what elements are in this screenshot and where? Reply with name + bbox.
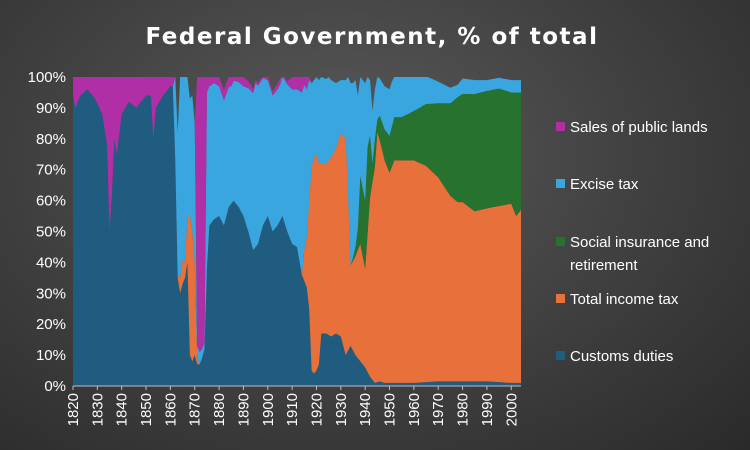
plot-areas	[73, 77, 521, 387]
x-tick-label: 1910	[284, 393, 301, 426]
legend-swatch	[556, 294, 565, 303]
y-tick-label: 70%	[36, 162, 66, 179]
x-tick-label: 1870	[187, 393, 204, 426]
x-tick-label: 2000	[503, 393, 520, 426]
legend-swatch	[556, 237, 565, 246]
x-tick-label: 1960	[406, 393, 423, 426]
y-tick-label: 100%	[28, 69, 66, 86]
y-tick-label: 50%	[36, 224, 66, 241]
chart-title: Federal Government, % of total	[146, 24, 599, 50]
axes: 0% 10% 20% 30% 40% 50% 60% 70% 80% 90% 100% 1820 183…	[28, 69, 521, 426]
legend-item-sales-of-public-lands: Sales of public lands	[556, 119, 708, 136]
area-customs-duties	[73, 86, 521, 387]
legend-label: Excise tax	[570, 176, 639, 193]
x-tick-label: 1930	[333, 393, 350, 426]
legend-label: Total income tax	[570, 291, 679, 308]
legend-item-customs-duties: Customs duties	[556, 348, 673, 365]
y-tick-label: 80%	[36, 131, 66, 148]
x-tick-label: 1830	[89, 393, 106, 426]
legend-item-total-income-tax: Total income tax	[556, 291, 679, 308]
legend-item-excise-tax: Excise tax	[556, 176, 639, 193]
legend-label: Social insurance and retirement	[570, 234, 709, 274]
legend: Sales of public lands Excise tax Social in…	[556, 119, 709, 365]
x-tick-label: 1850	[138, 393, 155, 426]
area-excise-tax	[73, 77, 521, 365]
y-tick-label: 20%	[36, 316, 66, 333]
y-tick-label: 10%	[36, 347, 66, 364]
x-tick-label: 1860	[162, 393, 179, 426]
x-tick-label: 1820	[65, 393, 82, 426]
x-tick-label: 1990	[479, 393, 496, 426]
area-sales-of-public-lands	[73, 77, 521, 353]
x-tick-label: 1840	[114, 393, 131, 426]
legend-label: Customs duties	[570, 348, 673, 365]
x-tick-label: 1900	[260, 393, 277, 426]
x-tick-label: 1970	[430, 393, 447, 426]
y-tick-label: 0%	[44, 378, 66, 395]
y-tick-label: 90%	[36, 100, 66, 117]
y-tick-label: 30%	[36, 285, 66, 302]
legend-swatch	[556, 179, 565, 188]
area-social-insurance-and-retirement	[73, 86, 521, 365]
x-tick-label: 1920	[308, 393, 325, 426]
y-tick-label: 40%	[36, 254, 66, 271]
legend-label: Sales of public lands	[570, 119, 708, 136]
legend-swatch	[556, 351, 565, 360]
legend-swatch	[556, 122, 565, 131]
x-tick-label: 1940	[357, 393, 374, 426]
x-tick-label: 1980	[455, 393, 472, 426]
x-tick-label: 1890	[235, 393, 252, 426]
y-tick-label: 60%	[36, 193, 66, 210]
legend-item-social-insurance-and-retirement: Social insurance and retirement	[556, 234, 709, 274]
x-tick-label: 1950	[382, 393, 399, 426]
x-tick-label: 1880	[211, 393, 228, 426]
